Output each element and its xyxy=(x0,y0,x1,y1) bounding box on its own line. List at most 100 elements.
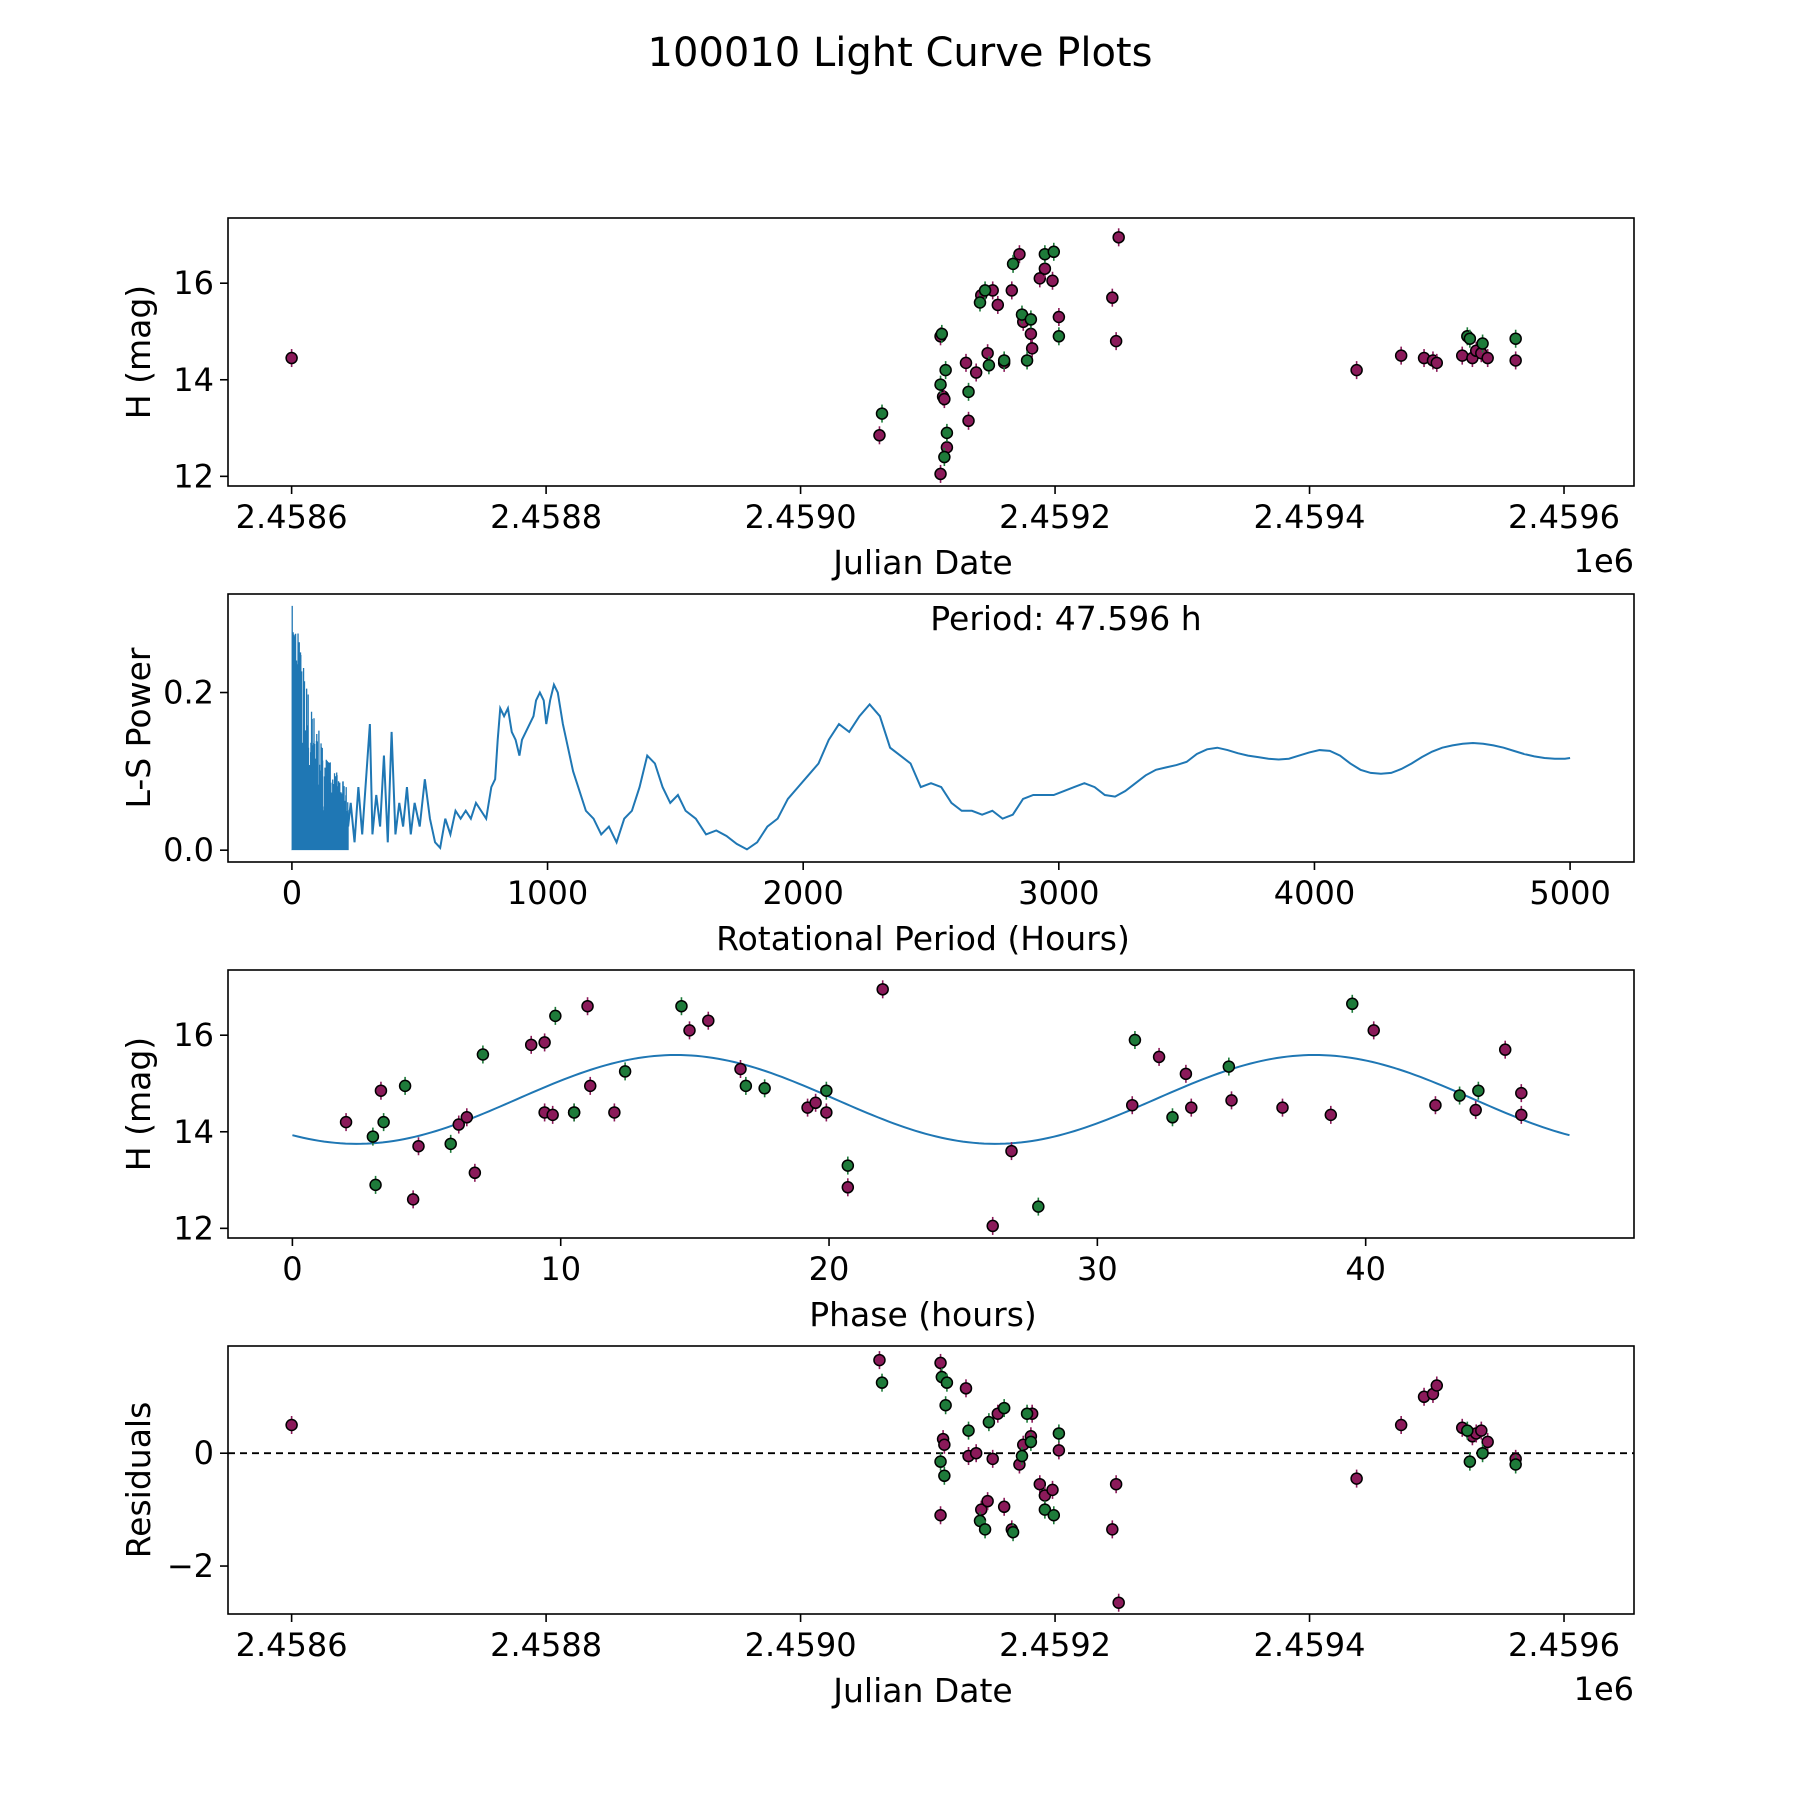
phased-point-magenta xyxy=(1429,1098,1442,1112)
phased-point-magenta xyxy=(546,1108,559,1122)
phased-point-magenta xyxy=(1152,1050,1166,1064)
periodogram-ytick-label: 0.0 xyxy=(163,831,214,869)
phased-point-magenta xyxy=(406,1193,420,1206)
lightcurve-point-magenta xyxy=(1455,349,1469,362)
phased-point-green xyxy=(1128,1033,1142,1047)
phased-point-green xyxy=(444,1137,457,1151)
phased-point-green xyxy=(1166,1111,1179,1124)
phased-point-magenta xyxy=(876,983,889,996)
lightcurve-panel: 2.4586 2.4588 2.4590 2.4592 2.4594 2.4596 12 14… xyxy=(119,217,1635,582)
residuals-point-green xyxy=(938,1469,951,1483)
residuals-point-magenta xyxy=(986,1452,999,1466)
phased-point-magenta xyxy=(1185,1101,1198,1114)
phased-ytick-label: 14 xyxy=(173,1113,214,1151)
phased-point-green xyxy=(1472,1084,1485,1097)
phased-point-magenta xyxy=(1005,1144,1018,1158)
phased-point-magenta xyxy=(1324,1108,1338,1122)
lightcurve-point-magenta xyxy=(1394,349,1408,362)
periodogram-xtick-label: 5000 xyxy=(1529,874,1610,912)
lightcurve-point-magenta xyxy=(1005,284,1019,297)
phased-point-magenta xyxy=(538,1036,551,1049)
phased-ytick-label: 16 xyxy=(173,1016,214,1054)
phased-point-magenta xyxy=(1498,1043,1512,1056)
lightcurve-point-magenta xyxy=(1046,274,1059,288)
phased-xlabel: Phase (hours) xyxy=(809,1295,1037,1334)
residuals-point-green xyxy=(934,1455,947,1468)
lightcurve-point-magenta xyxy=(991,298,1005,312)
phased-point-green xyxy=(820,1084,833,1097)
lightcurve-point-magenta xyxy=(873,429,886,442)
residuals-point-magenta xyxy=(938,1438,951,1451)
periodogram-ylabel: L-S Power xyxy=(119,647,158,808)
phased-point-magenta xyxy=(374,1084,388,1097)
residuals-point-magenta xyxy=(1430,1379,1444,1392)
phased-point-magenta xyxy=(524,1038,538,1052)
residuals-point-green xyxy=(939,1398,952,1412)
residuals-xtick-label: 2.4596 xyxy=(1508,1626,1620,1664)
phased-point-magenta xyxy=(339,1115,353,1129)
residuals-ytick-label: −2 xyxy=(167,1547,214,1585)
phased-fit-curve xyxy=(292,1053,1570,1145)
lightcurve-xtick-label: 2.4590 xyxy=(745,498,857,536)
residuals-point-green xyxy=(1020,1407,1034,1420)
lightcurve-axes-frame xyxy=(227,217,1635,487)
lightcurve-point-magenta xyxy=(1109,334,1123,348)
residuals-point-magenta xyxy=(934,1356,947,1370)
periodogram-axes-frame xyxy=(227,593,1635,863)
residuals-point-green xyxy=(1006,1525,1020,1539)
residuals-point-green xyxy=(1476,1446,1489,1460)
lightcurve-point-green xyxy=(973,296,987,309)
phased-point-magenta xyxy=(583,1079,597,1093)
periodogram-xtick-label: 3000 xyxy=(1018,874,1099,912)
periodogram-xlabel: Rotational Period (Hours) xyxy=(716,919,1130,958)
phased-axes-frame xyxy=(227,969,1635,1239)
residuals-point-green xyxy=(997,1401,1011,1415)
lightcurve-point-magenta xyxy=(962,414,975,428)
phased-point-magenta xyxy=(734,1062,747,1076)
phased-point-green xyxy=(1346,997,1359,1011)
residuals-point-green xyxy=(978,1523,992,1536)
lightcurve-point-green xyxy=(1006,257,1020,271)
phased-point-magenta xyxy=(581,999,594,1013)
phased-panel: 0 10 20 30 40 12 14 16 Phase (hours) H (mag) xyxy=(119,969,1635,1334)
lightcurve-point-magenta xyxy=(938,392,951,406)
phased-point-magenta xyxy=(1515,1086,1528,1100)
phased-point-magenta xyxy=(608,1106,621,1119)
lightcurve-point-green xyxy=(1020,354,1034,367)
lightcurve-point-green xyxy=(934,378,947,391)
lightcurve-point-magenta xyxy=(1025,342,1039,355)
phased-point-magenta xyxy=(820,1106,833,1119)
phased-point-magenta xyxy=(1276,1101,1289,1114)
phased-point-magenta xyxy=(1367,1024,1380,1037)
residuals-xtick-label: 2.4594 xyxy=(1254,1626,1366,1664)
residuals-point-green xyxy=(1038,1503,1052,1516)
phased-point-magenta xyxy=(1179,1067,1193,1081)
residuals-axes-frame xyxy=(227,1345,1635,1615)
figure-title: 100010 Light Curve Plots xyxy=(648,30,1153,76)
residuals-point-green xyxy=(982,1415,996,1429)
periodogram-panel: 0 1000 2000 3000 4000 5000 0.0 0.2 Rotational Pe… xyxy=(119,593,1635,958)
phased-xtick-label: 0 xyxy=(282,1250,302,1288)
lightcurve-point-magenta xyxy=(1033,272,1047,285)
phased-point-magenta xyxy=(1225,1094,1238,1107)
phased-point-green xyxy=(758,1082,771,1095)
lightcurve-point-green xyxy=(1476,337,1489,350)
phased-xtick-label: 20 xyxy=(809,1250,850,1288)
lightcurve-point-magenta xyxy=(1350,363,1363,377)
residuals-point-magenta xyxy=(1475,1424,1488,1437)
lightcurve-point-magenta xyxy=(1509,354,1522,367)
residuals-offset-label: 1e6 xyxy=(1574,1670,1634,1708)
lightcurve-point-green xyxy=(978,284,992,297)
lightcurve-ylabel: H (mag) xyxy=(119,285,158,419)
phased-point-magenta xyxy=(1469,1103,1482,1117)
lightcurve-point-magenta xyxy=(1112,231,1125,244)
phased-point-green xyxy=(369,1178,382,1192)
lightcurve-point-green xyxy=(1047,245,1061,259)
lightcurve-point-magenta xyxy=(959,356,973,370)
phased-point-green xyxy=(549,1009,562,1023)
residuals-panel: 2.4586 2.4588 2.4590 2.4592 2.4594 2.4596 −2 0 J… xyxy=(119,1345,1635,1710)
residuals-xtick-label: 2.4592 xyxy=(999,1626,1111,1664)
lightcurve-point-magenta xyxy=(981,346,994,360)
